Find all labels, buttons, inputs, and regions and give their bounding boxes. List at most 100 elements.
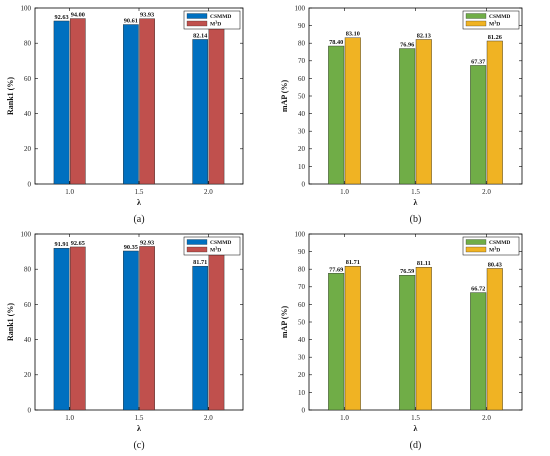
bar-m3d-2.0 bbox=[208, 245, 225, 411]
y-tick-label: 80 bbox=[24, 40, 32, 48]
bar-csmmd-2.0 bbox=[192, 39, 209, 185]
x-tick-label: 2.0 bbox=[204, 414, 213, 422]
legend-swatch-csmmd bbox=[186, 239, 208, 245]
legend-swatch-m3d bbox=[465, 20, 487, 27]
y-tick-label: 40 bbox=[24, 336, 32, 344]
y-tick-label: 20 bbox=[24, 371, 32, 379]
legend-label-1: M3D bbox=[489, 245, 500, 253]
panel-label: (c) bbox=[133, 440, 144, 451]
bar-m3d-1.5 bbox=[415, 39, 432, 185]
bar-m3d-2.0 bbox=[486, 40, 503, 185]
data-label: 81.71 bbox=[346, 259, 360, 266]
x-tick-label: 1.5 bbox=[411, 414, 420, 422]
legend-swatch-csmmd bbox=[186, 13, 208, 19]
data-label: 82.13 bbox=[417, 32, 431, 39]
y-tick-label: 60 bbox=[24, 75, 32, 83]
legend-label-0: CSMMD bbox=[489, 14, 510, 20]
y-tick-label: 20 bbox=[24, 145, 32, 153]
y-tick-label: 100 bbox=[21, 230, 32, 238]
bar-csmmd-1.5 bbox=[399, 48, 416, 185]
bar-csmmd-1.0 bbox=[53, 20, 70, 185]
bar-m3d-2.0 bbox=[208, 19, 225, 185]
y-tick-label: 30 bbox=[298, 354, 306, 362]
y-tick-label: 90 bbox=[298, 248, 306, 256]
y-tick-label: 80 bbox=[298, 40, 306, 48]
bar-m3d-1.5 bbox=[139, 246, 155, 411]
bar-m3d-1.0 bbox=[69, 246, 86, 411]
bar-csmmd-2.0 bbox=[470, 292, 487, 411]
legend-swatch-csmmd bbox=[465, 239, 487, 245]
bar-csmmd-1.5 bbox=[399, 275, 416, 411]
bar-m3d-1.0 bbox=[69, 18, 86, 185]
bar-csmmd-1.0 bbox=[53, 248, 70, 411]
y-tick-label: 100 bbox=[295, 230, 306, 238]
y-tick-label: 50 bbox=[298, 92, 306, 100]
x-axis-label: λ bbox=[414, 198, 418, 207]
data-label: 90.61 bbox=[124, 18, 138, 25]
x-tick-label: 1.5 bbox=[411, 188, 420, 196]
y-tick-label: 60 bbox=[298, 301, 306, 309]
data-label: 90.35 bbox=[124, 244, 138, 251]
data-label: 80.43 bbox=[488, 261, 502, 268]
x-tick-label: 1.5 bbox=[135, 188, 144, 196]
x-tick-label: 2.0 bbox=[482, 188, 491, 196]
y-tick-label: 60 bbox=[24, 301, 32, 309]
y-axis-label: mAP (%) bbox=[280, 306, 289, 339]
bar-csmmd-2.0 bbox=[470, 65, 487, 185]
legend-swatch-m3d bbox=[186, 246, 208, 253]
y-axis-label: Rank1 (%) bbox=[6, 303, 15, 341]
legend-label-0: CSMMD bbox=[210, 14, 231, 20]
data-label: 92.63 bbox=[54, 14, 68, 21]
panel-label: (a) bbox=[133, 214, 144, 225]
legend-label-1: M3D bbox=[210, 19, 221, 27]
data-label: 78.40 bbox=[329, 39, 343, 46]
panel-label: (b) bbox=[410, 214, 422, 225]
y-axis-label: mAP (%) bbox=[280, 80, 289, 113]
data-label: 81.26 bbox=[488, 34, 502, 41]
data-label: 93.93 bbox=[140, 12, 154, 19]
x-tick-label: 2.0 bbox=[482, 414, 491, 422]
y-tick-label: 70 bbox=[298, 283, 306, 291]
bar-csmmd-1.5 bbox=[123, 24, 139, 185]
legend-swatch-csmmd bbox=[465, 13, 487, 19]
x-axis-label: λ bbox=[137, 424, 141, 433]
data-label: 81.71 bbox=[193, 259, 207, 266]
data-label: 67.37 bbox=[471, 58, 485, 65]
bar-csmmd-1.5 bbox=[123, 250, 139, 411]
data-label: 92.93 bbox=[140, 239, 154, 246]
y-tick-label: 40 bbox=[298, 110, 306, 118]
bar-m3d-1.5 bbox=[139, 18, 155, 185]
y-tick-label: 100 bbox=[295, 4, 306, 12]
data-label: 66.72 bbox=[471, 286, 485, 293]
y-tick-label: 10 bbox=[298, 389, 306, 397]
legend-label-1: M3D bbox=[210, 245, 221, 253]
y-axis-label: Rank1 (%) bbox=[6, 77, 15, 115]
y-tick-label: 50 bbox=[298, 318, 306, 326]
y-tick-label: 20 bbox=[298, 145, 306, 153]
y-tick-label: 80 bbox=[298, 266, 306, 274]
y-tick-label: 70 bbox=[298, 57, 306, 65]
x-tick-label: 1.5 bbox=[135, 414, 144, 422]
bar-csmmd-1.0 bbox=[328, 273, 345, 411]
bar-csmmd-1.0 bbox=[328, 45, 345, 185]
y-tick-label: 40 bbox=[24, 110, 32, 118]
y-tick-label: 0 bbox=[302, 180, 306, 188]
x-tick-label: 1.0 bbox=[65, 414, 74, 422]
y-tick-label: 60 bbox=[298, 75, 306, 83]
bar-m3d-2.0 bbox=[486, 268, 503, 411]
data-label: 76.59 bbox=[400, 268, 414, 275]
y-tick-label: 20 bbox=[298, 371, 306, 379]
y-tick-label: 100 bbox=[21, 4, 32, 12]
data-label: 94.00 bbox=[71, 12, 85, 19]
y-tick-label: 30 bbox=[298, 128, 306, 136]
data-label: 91.91 bbox=[54, 241, 68, 248]
